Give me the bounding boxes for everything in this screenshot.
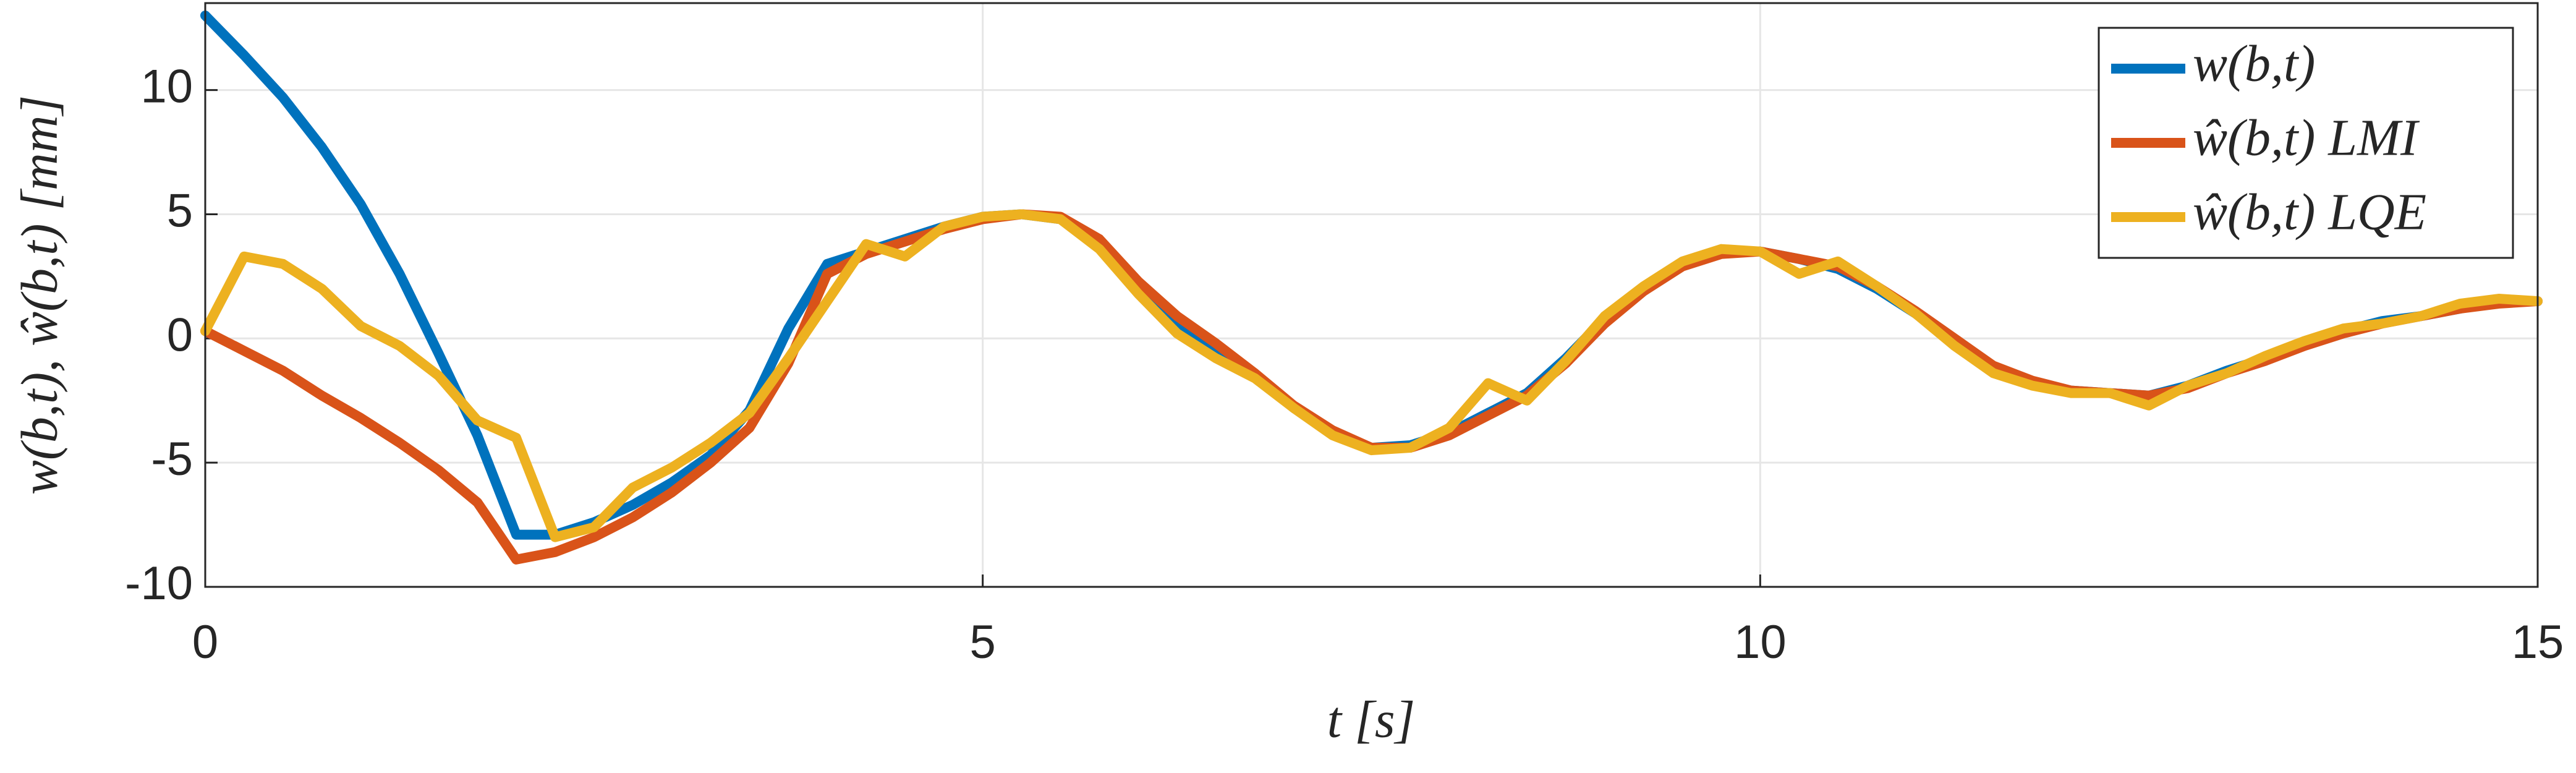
- legend-label: ŵ(b,t) LMI: [2193, 109, 2420, 166]
- y-tick-label: 5: [167, 185, 193, 237]
- y-tick-label: -5: [151, 433, 193, 485]
- legend-label: ŵ(b,t) LQE: [2193, 183, 2426, 241]
- axes-box: [204, 2, 2539, 588]
- y-tick-label: 0: [167, 309, 193, 361]
- x-tick-label: 10: [1734, 616, 1787, 668]
- x-axis-label: t [s]: [1327, 691, 1415, 748]
- x-tick-label: 0: [192, 616, 218, 668]
- x-tick-label: 5: [970, 616, 996, 668]
- y-tick-label: -10: [125, 557, 193, 610]
- x-tick-label: 15: [2512, 616, 2564, 668]
- legend-label: w(b,t): [2193, 35, 2315, 92]
- series-line: [200, 209, 2543, 542]
- y-axis-label: w(b,t), ŵ(b,t) [mm]: [11, 95, 68, 495]
- y-tick-label: 10: [140, 61, 193, 113]
